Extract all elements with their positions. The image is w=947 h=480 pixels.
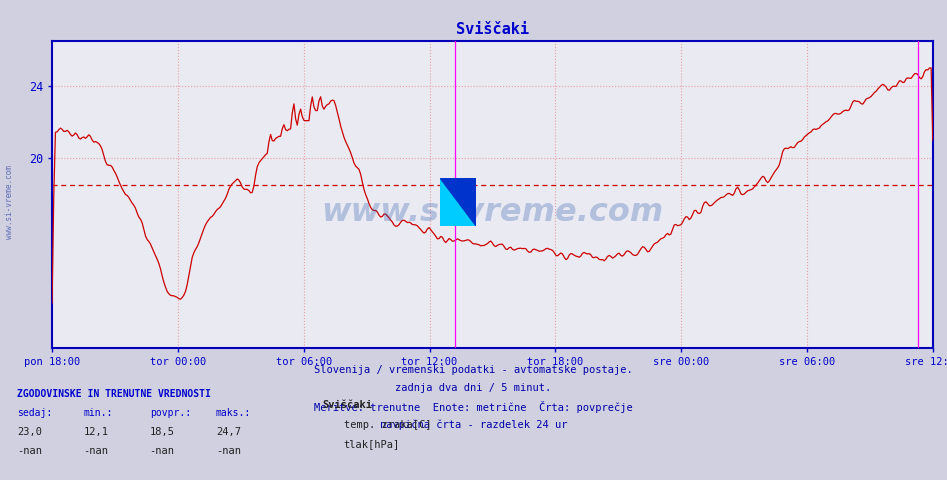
Text: Meritve: trenutne  Enote: metrične  Črta: povprečje: Meritve: trenutne Enote: metrične Črta: … <box>314 401 633 413</box>
Text: Slovenija / vremenski podatki - avtomatske postaje.: Slovenija / vremenski podatki - avtomats… <box>314 365 633 375</box>
Text: 24,7: 24,7 <box>216 427 241 437</box>
Text: 12,1: 12,1 <box>83 427 108 437</box>
Text: -nan: -nan <box>216 446 241 456</box>
Text: www.si-vreme.com: www.si-vreme.com <box>321 197 664 228</box>
Text: Sviščaki: Sviščaki <box>322 400 372 410</box>
Text: navpična črta - razdelek 24 ur: navpična črta - razdelek 24 ur <box>380 420 567 430</box>
Title: Sviščaki: Sviščaki <box>456 22 529 37</box>
Text: -nan: -nan <box>150 446 174 456</box>
Text: 18,5: 18,5 <box>150 427 174 437</box>
Text: povpr.:: povpr.: <box>150 408 190 418</box>
Polygon shape <box>440 178 476 226</box>
Text: -nan: -nan <box>83 446 108 456</box>
Text: 23,0: 23,0 <box>17 427 42 437</box>
Text: temp. zraka[C]: temp. zraka[C] <box>344 420 431 430</box>
Text: tlak[hPa]: tlak[hPa] <box>344 439 400 449</box>
Text: -nan: -nan <box>17 446 42 456</box>
Text: maks.:: maks.: <box>216 408 251 418</box>
Text: min.:: min.: <box>83 408 113 418</box>
Polygon shape <box>440 178 476 226</box>
Text: zadnja dva dni / 5 minut.: zadnja dva dni / 5 minut. <box>396 383 551 393</box>
Text: sedaj:: sedaj: <box>17 408 52 418</box>
Text: ZGODOVINSKE IN TRENUTNE VREDNOSTI: ZGODOVINSKE IN TRENUTNE VREDNOSTI <box>17 389 211 399</box>
Text: www.si-vreme.com: www.si-vreme.com <box>5 165 14 239</box>
Bar <box>440 178 476 202</box>
